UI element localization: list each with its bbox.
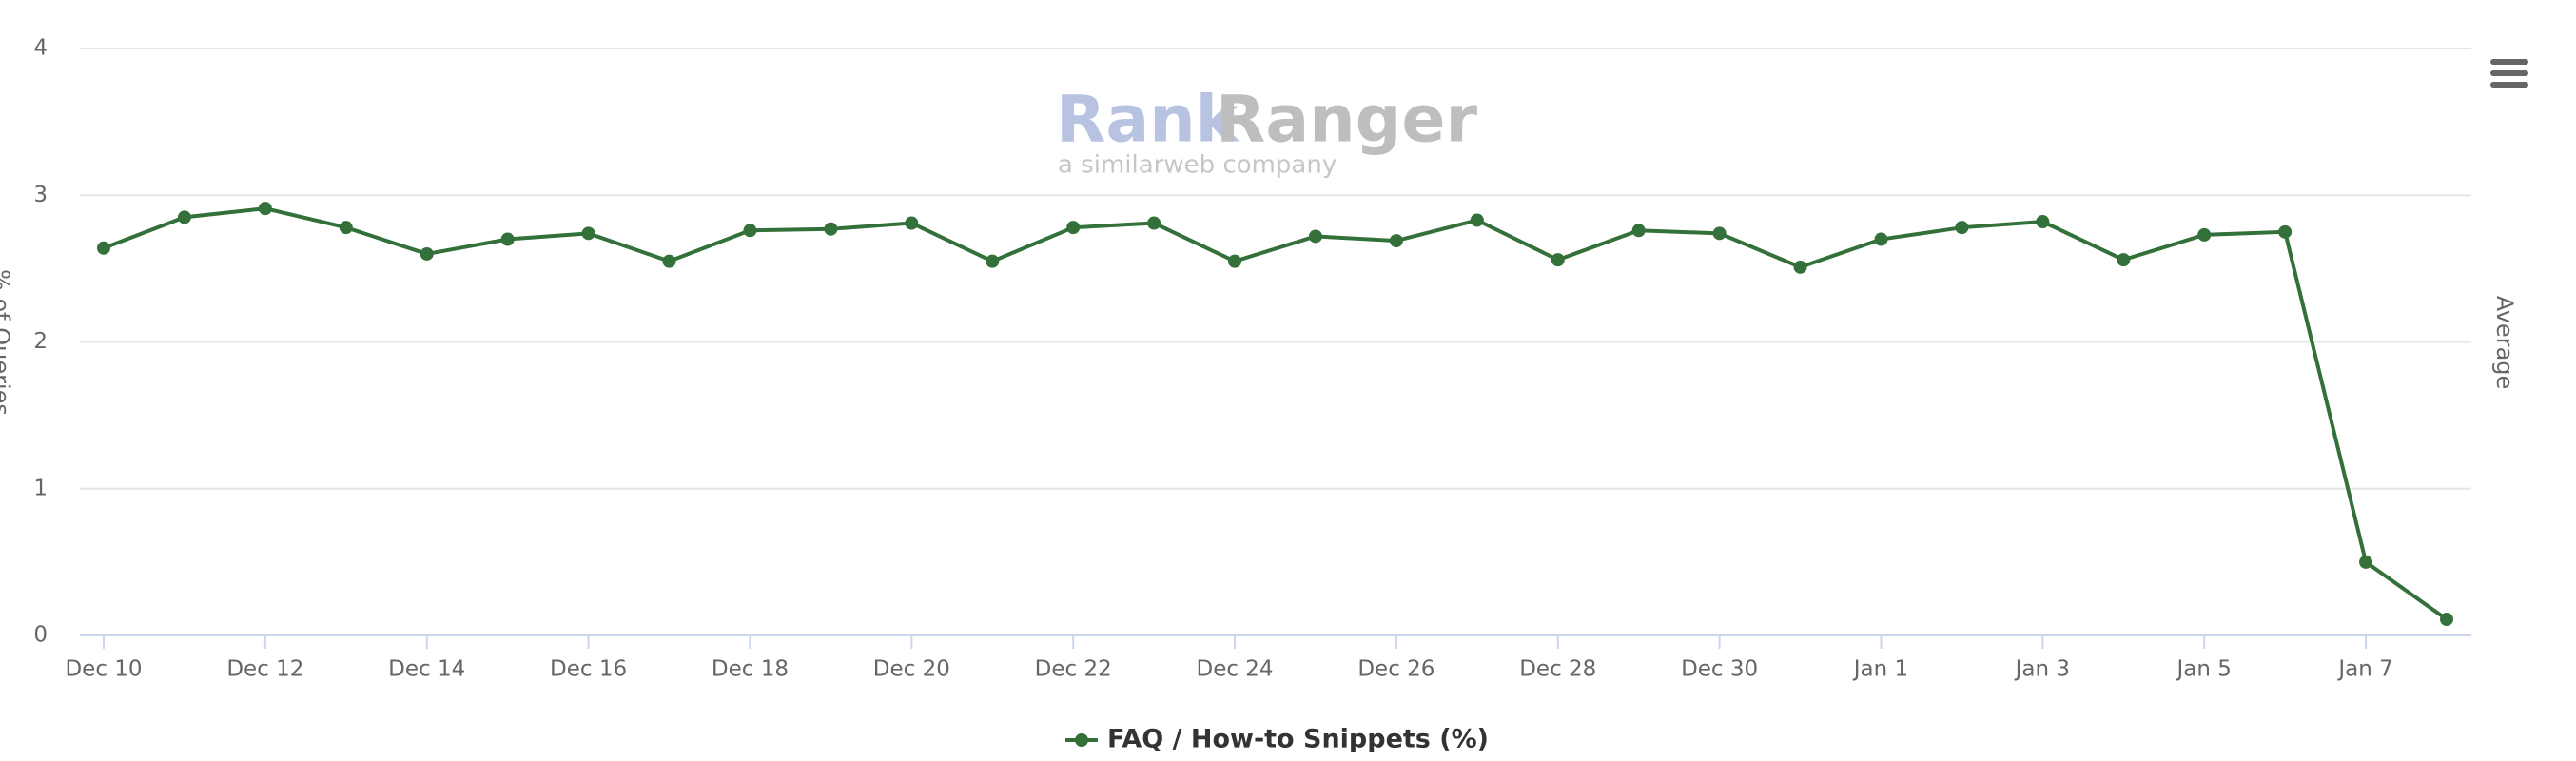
x-tick-label: Jan 3: [2014, 657, 2070, 682]
y-axis-title: % of Queries: [0, 269, 14, 416]
x-tick-label: Dec 16: [550, 657, 627, 682]
y-tick-label: 0: [33, 623, 48, 648]
legend-item[interactable]: FAQ / How-to Snippets (%): [1065, 725, 1489, 754]
y-tick-label: 4: [33, 36, 48, 61]
y-tick-label: 2: [33, 329, 48, 354]
data-point: [1066, 221, 1081, 235]
data-point: [2036, 215, 2050, 229]
watermark-brand: Ranger: [1216, 83, 1477, 158]
menu-bar: [2490, 70, 2528, 76]
menu-bar: [2490, 82, 2528, 88]
menu-button[interactable]: [2490, 59, 2528, 88]
x-tick-label: Jan 5: [2176, 657, 2232, 682]
x-tick-label: Dec 26: [1357, 657, 1434, 682]
x-tick-label: Jan 1: [1852, 657, 1908, 682]
x-tick-label: Dec 24: [1196, 657, 1273, 682]
data-point: [1712, 226, 1727, 241]
data-point: [500, 232, 515, 246]
series-line: [103, 206, 2449, 621]
data-point: [2117, 253, 2131, 267]
watermark-brand: Rank: [1056, 83, 1240, 158]
legend-label: FAQ / How-to Snippets (%): [1107, 725, 1489, 754]
data-point: [662, 254, 676, 268]
data-point: [2197, 227, 2212, 242]
x-tick-label: Dec 20: [873, 657, 950, 682]
x-tick-label: Jan 7: [2336, 657, 2392, 682]
data-point: [743, 224, 757, 238]
x-tick-label: Dec 12: [226, 657, 303, 682]
data-point: [420, 246, 434, 261]
menu-bar: [2490, 59, 2528, 65]
data-point: [1228, 254, 1242, 268]
data-point: [905, 216, 919, 230]
x-tick-label: Dec 14: [388, 657, 465, 682]
data-point: [824, 222, 838, 236]
data-point: [2440, 613, 2453, 627]
data-point: [581, 226, 595, 241]
data-point: [1793, 260, 1807, 274]
x-tick-label: Dec 18: [712, 657, 789, 682]
y2-axis-title: Average: [2491, 296, 2518, 390]
data-point: [177, 210, 191, 224]
data-point: [1551, 253, 1565, 267]
data-point: [2359, 555, 2373, 569]
data-point: [1308, 229, 1322, 244]
x-tick-label: Dec 22: [1035, 657, 1112, 682]
data-point: [1470, 213, 1484, 227]
data-point: [1874, 232, 1888, 246]
data-point: [339, 221, 353, 235]
data-point: [258, 202, 272, 216]
data-point: [1389, 234, 1403, 248]
x-tick-label: Dec 10: [65, 657, 142, 682]
data-point: [1955, 221, 1969, 235]
watermark-tagline: a similarweb company: [1058, 151, 1337, 180]
data-point: [1147, 216, 1161, 230]
y-tick-label: 3: [33, 183, 48, 207]
legend-symbol-point: [1075, 733, 1088, 747]
data-point: [97, 241, 110, 255]
x-tick-label: Dec 28: [1519, 657, 1596, 682]
x-tick-label: Dec 30: [1681, 657, 1758, 682]
y-tick-label: 1: [33, 476, 48, 500]
data-point: [1631, 224, 1646, 238]
data-point: [2278, 224, 2293, 239]
data-point: [986, 254, 1000, 268]
watermark: Rank Ranger a similarweb company: [1056, 83, 1477, 180]
